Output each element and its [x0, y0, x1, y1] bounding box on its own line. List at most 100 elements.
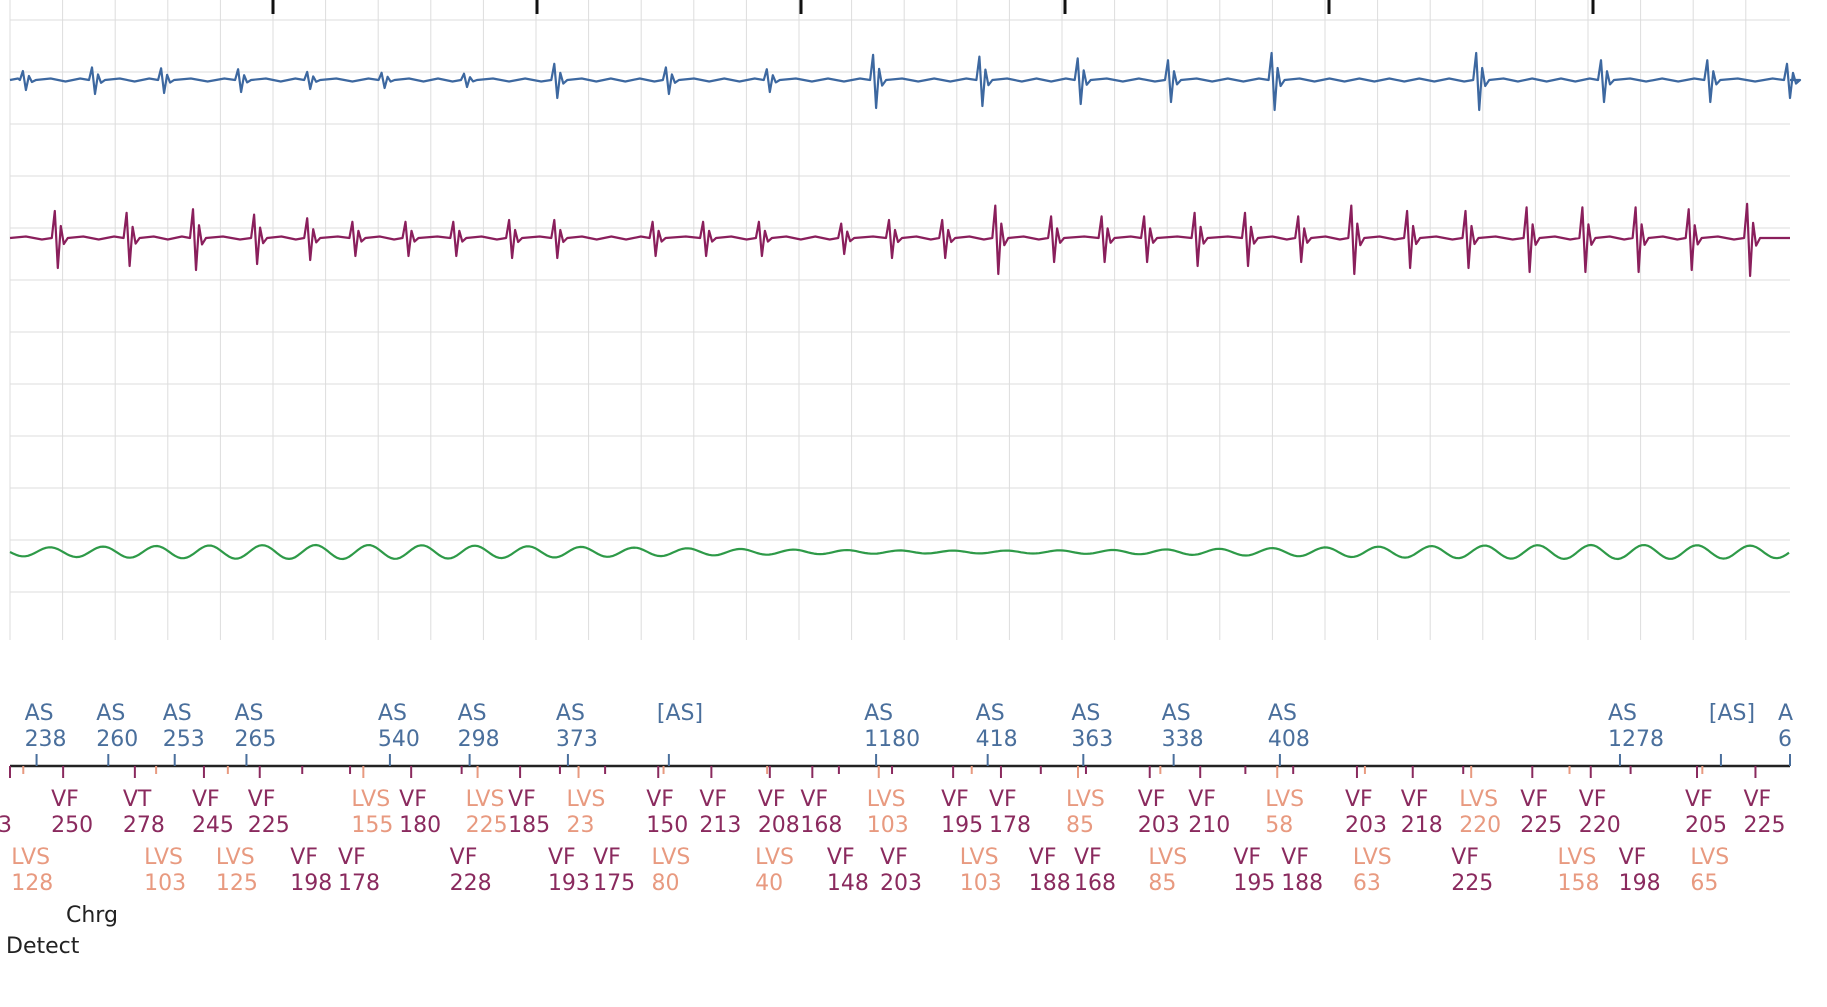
vent-marker-value: 175 [593, 871, 635, 896]
atrial-marker-label: AS [234, 701, 263, 726]
traces [9, 51, 1802, 561]
atrial-marker-value: 1278 [1608, 727, 1664, 752]
vent-marker-value: 205 [1685, 813, 1727, 838]
vent-marker-value: 193 [548, 871, 590, 896]
atrial-marker-label: AS [1071, 701, 1100, 726]
atrial-marker-value: 260 [96, 727, 138, 752]
vent-marker-value: 65 [1690, 871, 1718, 896]
vent-marker-label: LVS [567, 787, 606, 812]
atrial-marker-value: 253 [163, 727, 205, 752]
vent-marker-value: 188 [1029, 871, 1071, 896]
atrial-marker-label: AS [1162, 701, 1191, 726]
vent-marker-value: 23 [567, 813, 595, 838]
vent-marker-value: 188 [1281, 871, 1323, 896]
atrial-marker-value: 238 [25, 727, 67, 752]
vent-marker-label: VF [51, 787, 79, 812]
atrial-marker-value: 373 [556, 727, 598, 752]
vent-marker-value: 225 [1520, 813, 1562, 838]
grid [9, 0, 1790, 640]
vent-marker-value: 178 [989, 813, 1031, 838]
vent-marker-value: 40 [755, 871, 783, 896]
vent-marker-value: 225 [1451, 871, 1493, 896]
vent-marker-value: 148 [827, 871, 869, 896]
vent-marker-label: LVS [216, 845, 255, 870]
vent-marker-value: 278 [123, 813, 165, 838]
vent-marker-value: 220 [1459, 813, 1501, 838]
vent-marker-label: VF [880, 845, 908, 870]
vent-marker-label: LVS [1265, 787, 1304, 812]
vent-marker-label: VF [248, 787, 276, 812]
vent-marker-label: LVS [1148, 845, 1187, 870]
vent-marker-label: VF [800, 787, 828, 812]
vent-marker-label: LVS [960, 845, 999, 870]
atrial-marker-label: AS [163, 701, 192, 726]
vent-marker-value: 195 [941, 813, 983, 838]
vent-marker-value: 103 [144, 871, 186, 896]
vent-marker-label: VF [1743, 787, 1771, 812]
vent-marker-label: VF [1281, 845, 1309, 870]
vent-marker-label: VF [1029, 845, 1057, 870]
atrial-marker-value: 363 [1071, 727, 1113, 752]
vent-marker-label: VF [699, 787, 727, 812]
vent-marker-label: VF [1074, 845, 1102, 870]
vent-marker-value: 168 [1074, 871, 1116, 896]
charge-label: Chrg [66, 903, 118, 928]
atrial-marker-label: [AS] [1709, 701, 1755, 726]
vent-marker-label: VF [1619, 845, 1647, 870]
atrial-marker-value: 408 [1268, 727, 1310, 752]
atrial-marker-label: AS [25, 701, 54, 726]
vent-marker-label: VF [1520, 787, 1548, 812]
atrial-marker-label: AS [556, 701, 585, 726]
vent-marker-label: VF [399, 787, 427, 812]
vent-marker-label: LVS [1690, 845, 1729, 870]
vent-marker-value: 58 [1265, 813, 1293, 838]
vent-marker-label: VF [593, 845, 621, 870]
vent-marker-value: 150 [646, 813, 688, 838]
vent-marker-label: VF [508, 787, 536, 812]
vent-marker-label: LVS [1459, 787, 1498, 812]
vent-marker-label: LVS [1353, 845, 1392, 870]
vent-marker-value: 158 [1557, 871, 1599, 896]
vent-marker-value: 250 [51, 813, 93, 838]
atrial-marker-label: AS [458, 701, 487, 726]
detect-label: Detect [6, 934, 80, 959]
vent-marker-value: 155 [351, 813, 393, 838]
atrial-marker-label: [AS] [657, 701, 703, 726]
vent-marker-value: 178 [338, 871, 380, 896]
vent-marker-value: 218 [1401, 813, 1443, 838]
vent-marker-label: LVS [1557, 845, 1596, 870]
atrial-marker-value: 6 [1778, 727, 1792, 752]
atrial-marker-value: 540 [378, 727, 420, 752]
vent-marker-label: VF [989, 787, 1017, 812]
vent-marker-value: 103 [867, 813, 909, 838]
vent-marker-value: 168 [800, 813, 842, 838]
vent-marker-label: LVS [652, 845, 691, 870]
vent-marker-label: VF [941, 787, 969, 812]
vent-marker-label: VF [1138, 787, 1166, 812]
vent-marker-value: 3 [0, 813, 12, 838]
vent-marker-value: 85 [1066, 813, 1094, 838]
vent-marker-label: VT [123, 787, 152, 812]
vent-marker-value: 103 [960, 871, 1002, 896]
atrial-marker-label: AS [1608, 701, 1637, 726]
marker-axis [9, 754, 1791, 778]
vent-marker-value: 80 [652, 871, 680, 896]
atrial-marker-label: AS [864, 701, 893, 726]
vent-marker-value: 128 [11, 871, 53, 896]
vent-marker-value: 180 [399, 813, 441, 838]
vent-marker-value: 225 [1743, 813, 1785, 838]
atrial-marker-value: 418 [976, 727, 1018, 752]
atrial-marker-label: AS [976, 701, 1005, 726]
vent-marker-value: 125 [216, 871, 258, 896]
atrial-marker-label: AS [378, 701, 407, 726]
vent-marker-value: 198 [290, 871, 332, 896]
vent-marker-value: 225 [466, 813, 508, 838]
vent-marker-label: VF [1345, 787, 1373, 812]
vent-marker-label: LVS [351, 787, 390, 812]
atrial-marker-value: 1180 [864, 727, 920, 752]
vent-marker-label: VF [1233, 845, 1261, 870]
vent-marker-value: 220 [1579, 813, 1621, 838]
vent-marker-label: VF [827, 845, 855, 870]
atrial-marker-label: A [1778, 701, 1793, 726]
